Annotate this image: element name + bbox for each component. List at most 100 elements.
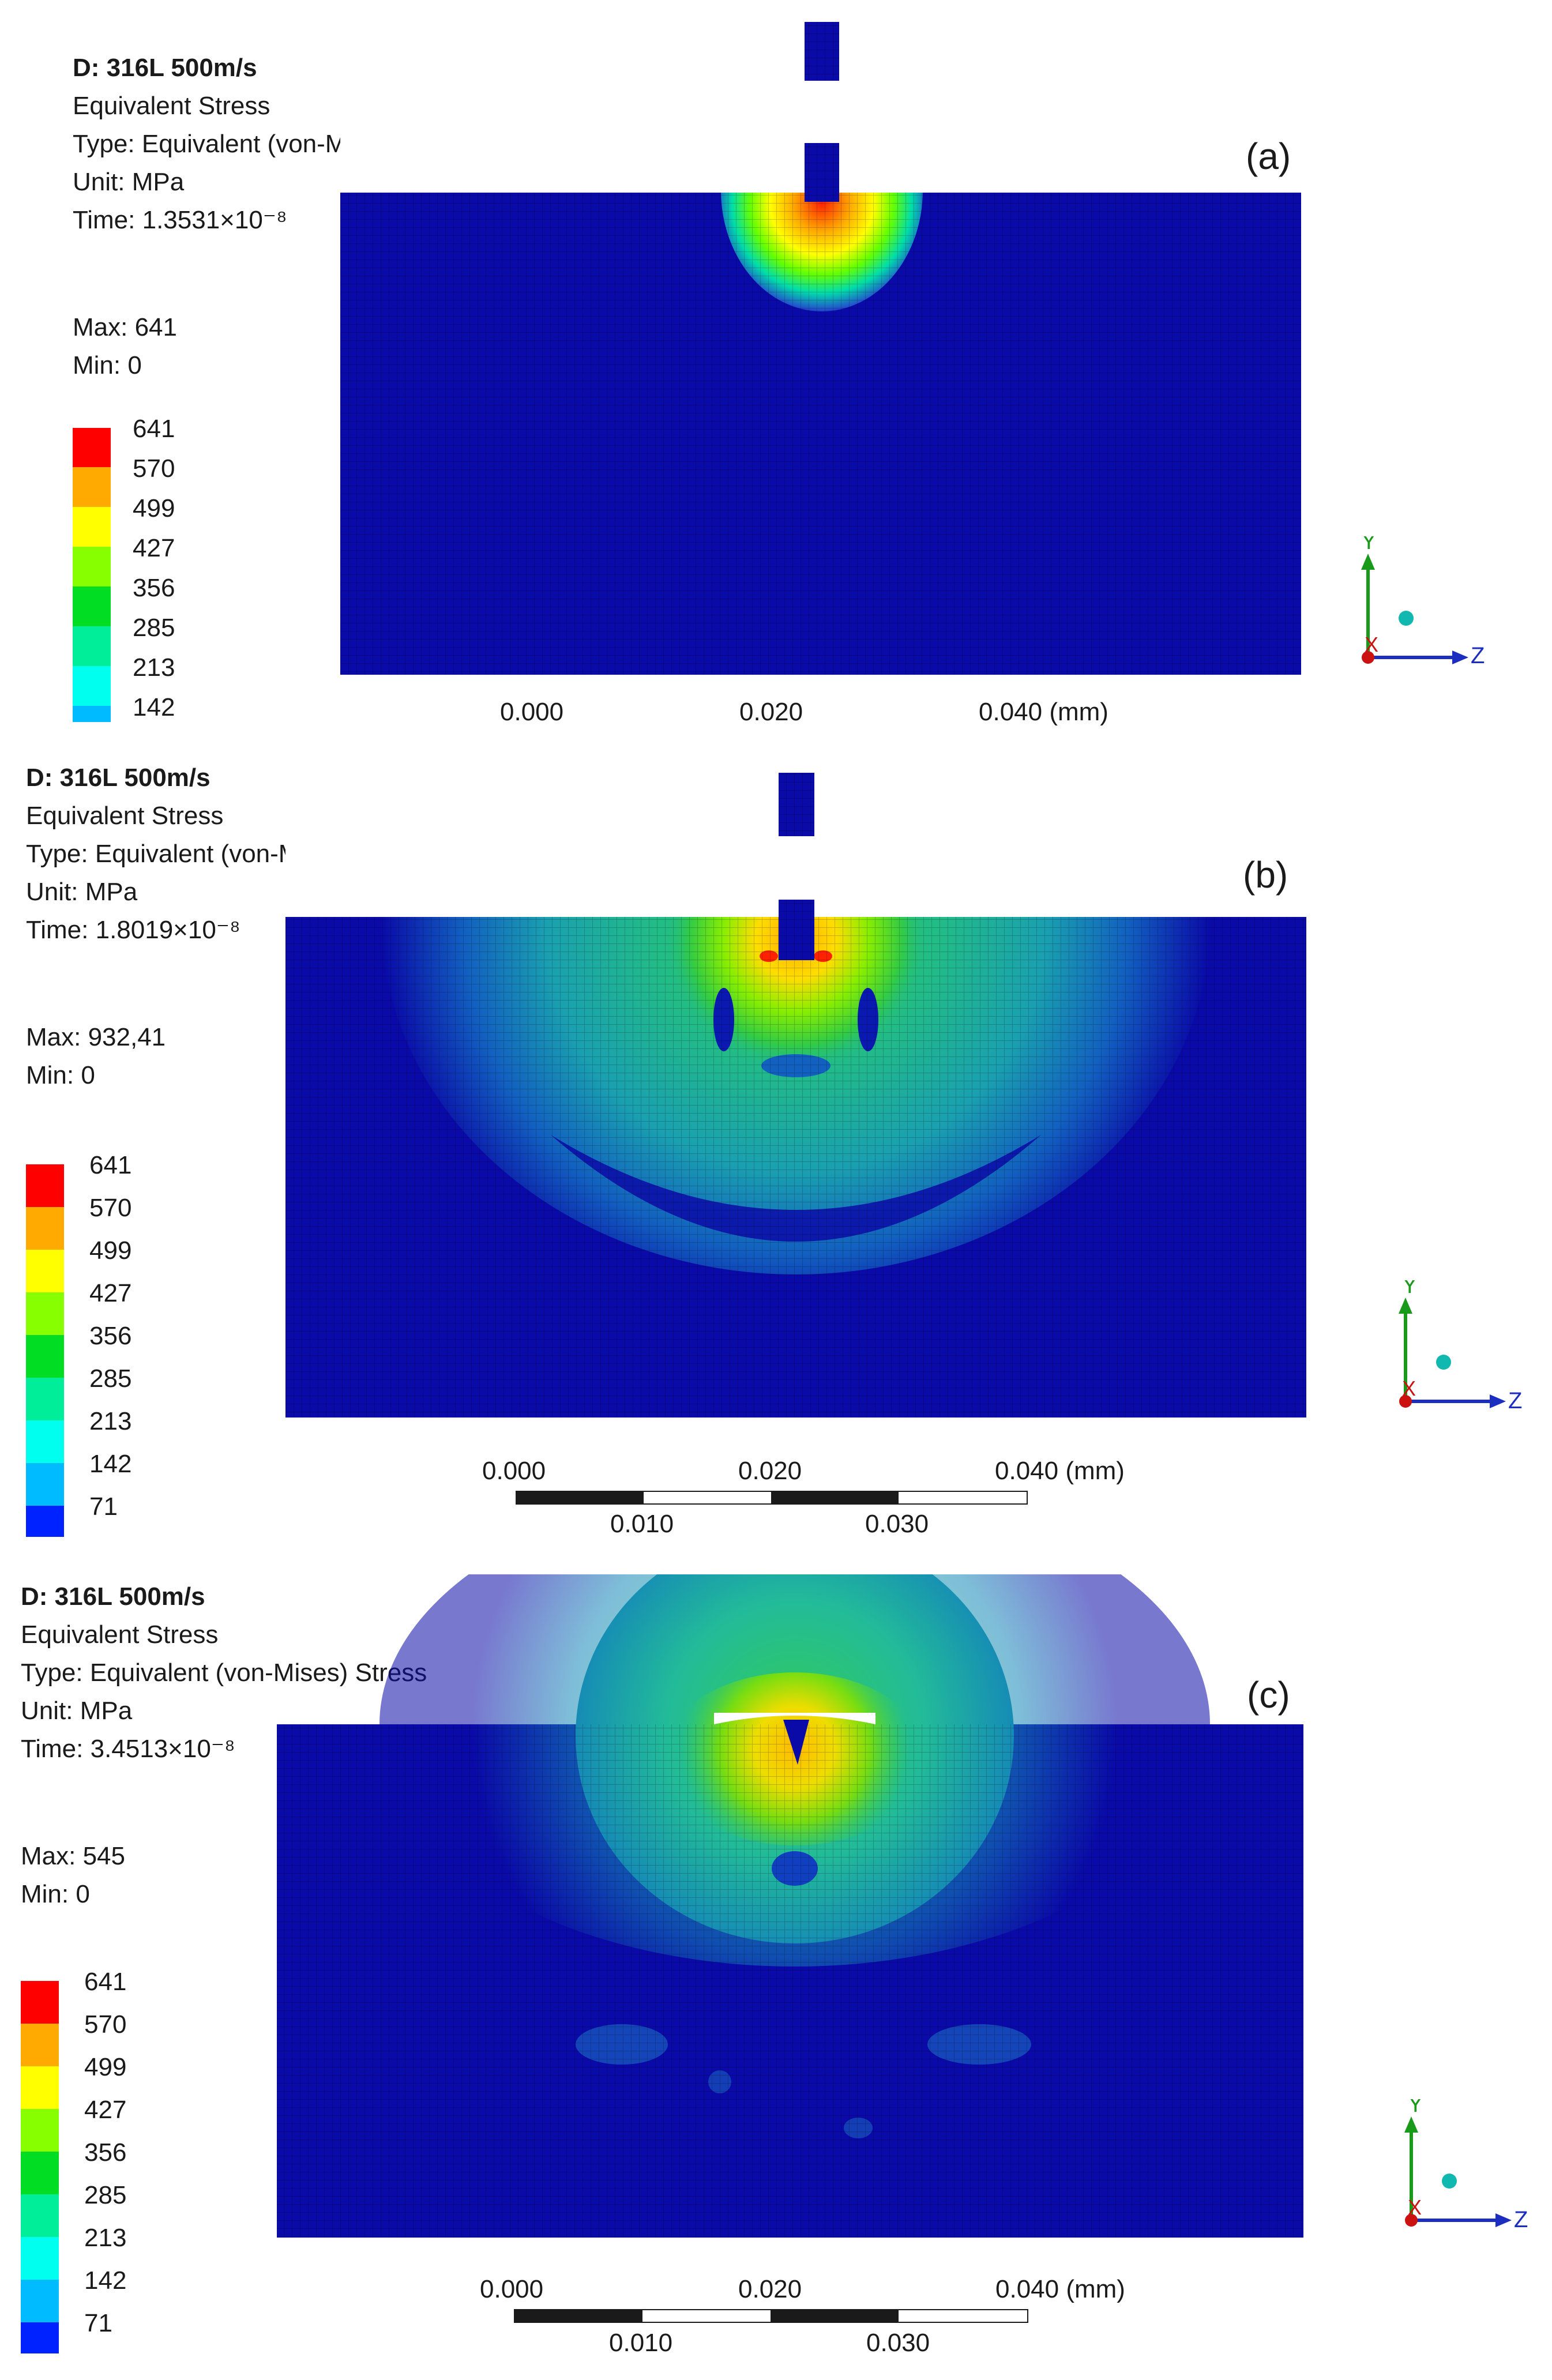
legend-swatch	[21, 2109, 59, 2152]
axis-tick-label: 0.020	[739, 698, 803, 726]
panel-letter: (a)	[1246, 136, 1291, 177]
legend-swatch	[21, 2237, 59, 2280]
legend-swatch	[21, 2322, 59, 2353]
quantity-label: Equivalent Stress	[21, 1620, 219, 1649]
legend-label: 142	[84, 2266, 127, 2295]
legend-label: 570	[89, 1194, 132, 1222]
legend-label: 641	[84, 1968, 127, 1996]
legend-swatch	[73, 507, 111, 547]
coordinate-triad: Y X Z	[1361, 536, 1485, 668]
axis-x-label: X	[1365, 633, 1378, 656]
stress-contour-plot	[285, 766, 1312, 1418]
axis-tick-label: 0.000	[500, 698, 564, 726]
panel-b: D: 316L 500m/s Equivalent Stress Type: E…	[0, 732, 1552, 1551]
scale-bar-label: 0.030	[866, 2329, 930, 2357]
legend-swatch	[73, 428, 111, 467]
legend-label: 427	[89, 1279, 132, 1307]
legend-label: 570	[133, 454, 175, 483]
axis-z-label: Z	[1514, 2207, 1528, 2232]
legend-swatch	[73, 586, 111, 626]
max-label: Max: 932,41	[26, 1023, 166, 1051]
scale-bar-label: 0.010	[609, 2329, 673, 2357]
legend-swatch	[21, 1981, 59, 2024]
panel-letter: (b)	[1243, 854, 1288, 896]
legend-label: 142	[89, 1450, 132, 1478]
min-label: Min: 0	[73, 351, 142, 379]
legend-swatch	[26, 1506, 64, 1537]
min-label: Min: 0	[21, 1880, 90, 1908]
legend-swatch	[26, 1335, 64, 1378]
legend-swatch	[26, 1250, 64, 1292]
legend-label: 356	[89, 1322, 132, 1350]
legend-label: 71	[84, 2309, 112, 2337]
scale-bar	[514, 2309, 1028, 2323]
legend-swatch	[21, 2066, 59, 2109]
max-label: Max: 641	[73, 313, 177, 341]
legend-swatch	[26, 1463, 64, 1506]
legend-swatch	[21, 2024, 59, 2066]
legend-label: 570	[84, 2010, 127, 2039]
panel-c: D: 316L 500m/s Equivalent Stress Type: E…	[0, 1551, 1552, 2380]
legend-swatch	[73, 467, 111, 507]
analysis-title: D: 316L 500m/s	[21, 1582, 205, 1611]
unit-label: Unit: MPa	[73, 168, 185, 196]
unit-label: Unit: MPa	[26, 878, 138, 906]
legend-swatch	[21, 2280, 59, 2322]
axis-tick-label: 0.020	[738, 1457, 802, 1485]
axis-tick-label: 0.020	[738, 2275, 802, 2303]
legend-label: 213	[133, 653, 175, 682]
legend-label: 213	[89, 1407, 132, 1435]
legend-label: 285	[84, 2181, 127, 2209]
legend-swatch	[73, 666, 111, 706]
legend-label: 427	[84, 2096, 127, 2124]
time-label: Time: 3.4513×10⁻⁸	[21, 1735, 235, 1763]
stress-contour-plot	[340, 17, 1303, 675]
legend-swatch	[26, 1207, 64, 1250]
coordinate-triad: Y X Z	[1404, 2099, 1528, 2232]
axis-tick-label: 0.000	[482, 1457, 546, 1485]
analysis-title: D: 316L 500m/s	[26, 764, 211, 792]
scale-bar	[516, 1491, 1028, 1505]
legend-label: 142	[133, 693, 175, 721]
analysis-title: D: 316L 500m/s	[73, 54, 257, 82]
legend-label: 499	[89, 1236, 132, 1265]
panel-a: D: 316L 500m/s Equivalent Stress Type: E…	[0, 0, 1552, 732]
legend-label: 499	[133, 494, 175, 522]
type-label: Type: Equivalent (von-Mises) Stress	[21, 1659, 427, 1687]
panel-letter: (c)	[1247, 1674, 1290, 1716]
axis-x-label: X	[1402, 1377, 1416, 1400]
scale-bar-label: 0.010	[610, 1510, 674, 1538]
legend-swatch	[26, 1292, 64, 1335]
legend-label: 285	[133, 614, 175, 642]
legend-swatch	[21, 2152, 59, 2194]
axis-y-label: Y	[1361, 536, 1377, 554]
legend-label: 356	[84, 2138, 127, 2167]
info-block: D: 316L 500m/s Equivalent Stress Type: E…	[21, 1578, 427, 1913]
legend-swatch	[26, 1164, 64, 1207]
legend-label: 641	[133, 415, 175, 443]
quantity-label: Equivalent Stress	[26, 802, 224, 830]
info-block: D: 316L 500m/s Equivalent Stress Type: E…	[73, 49, 479, 385]
time-label: Time: 1.3531×10⁻⁸	[73, 206, 287, 234]
legend-swatch	[73, 626, 111, 666]
unit-label: Unit: MPa	[21, 1697, 133, 1725]
axis-x-label: X	[1408, 2195, 1422, 2219]
time-label: Time: 1.8019×10⁻⁸	[26, 916, 240, 944]
axis-z-label: Z	[1508, 1388, 1522, 1413]
legend-swatch	[26, 1420, 64, 1463]
legend-label: 641	[89, 1151, 132, 1179]
legend-label: 356	[133, 574, 175, 602]
coordinate-triad: Y X Z	[1399, 1280, 1522, 1413]
min-label: Min: 0	[26, 1061, 95, 1089]
axis-tick-label: 0.040 (mm)	[979, 698, 1108, 726]
axis-z-label: Z	[1471, 643, 1485, 668]
axis-tick-label: 0.040 (mm)	[995, 1457, 1125, 1485]
axis-y-label: Y	[1408, 2099, 1423, 2117]
quantity-label: Equivalent Stress	[73, 92, 270, 120]
legend-swatch	[73, 706, 111, 722]
axis-tick-label: 0.040 (mm)	[995, 2275, 1125, 2303]
legend-label: 213	[84, 2224, 127, 2252]
legend-label: 285	[89, 1364, 132, 1393]
legend-swatch	[73, 547, 111, 586]
legend-swatch	[26, 1378, 64, 1420]
